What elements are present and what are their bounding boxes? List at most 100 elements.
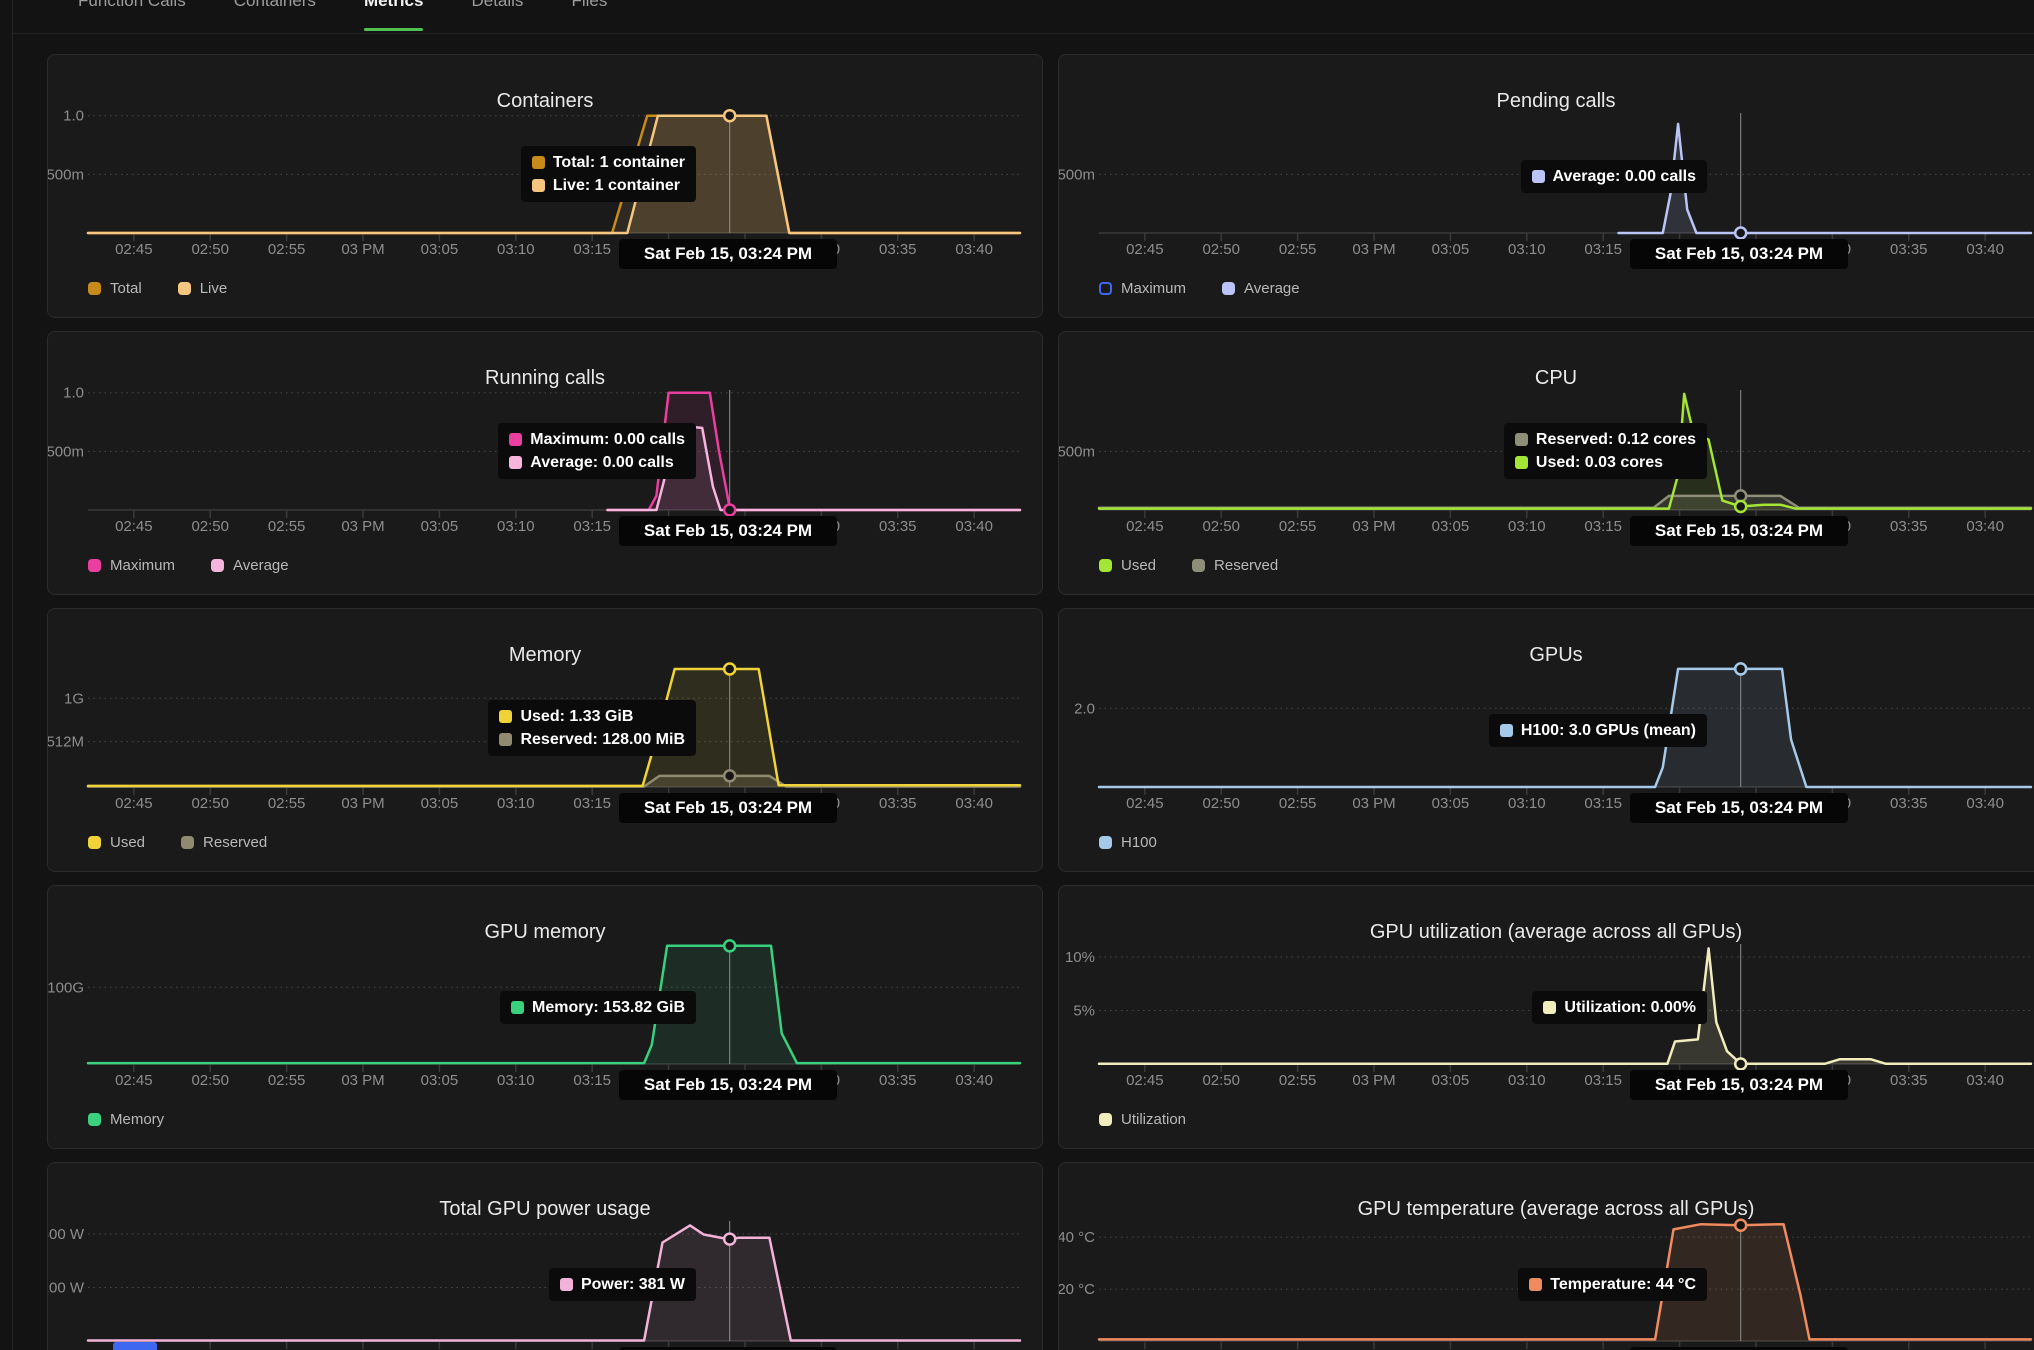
tooltip-series-swatch [1499,724,1513,737]
x-axis-tick-label: 03:05 [421,1072,459,1089]
x-axis-tick-label: 03 PM [1352,1072,1395,1089]
x-axis-tick-label: 03:40 [1966,795,2004,812]
x-axis-tick-label: 03:40 [1966,241,2004,258]
legend-item-used[interactable]: Used [88,834,145,851]
tooltip-series-value: Used: 0.03 cores [1535,453,1664,471]
tab-containers[interactable]: Containers [234,0,316,33]
chart-tooltip: Temperature: 44 °C [1518,1268,1707,1301]
chart-title: Memory [508,643,582,666]
x-axis-tick-label: 03:05 [1432,518,1470,535]
legend-item-memory[interactable]: Memory [88,1111,164,1128]
legend-label: Memory [110,1111,165,1128]
y-axis-tick-label: 1.0 [63,385,84,402]
left-pane-divider [12,0,13,1350]
tooltip-row: Total: 1 container [531,151,685,174]
x-axis-tick-label: 03:40 [955,241,993,258]
x-axis-tick-label: 03:10 [1508,795,1546,812]
tooltip-series-value: H100: 3.0 GPUs (mean) [1520,721,1696,739]
tab-details[interactable]: Details [471,0,523,33]
tab-function-calls[interactable]: Function Calls [78,0,186,33]
legend-item-average[interactable]: Average [1222,280,1300,297]
x-axis-tick-label: 03:10 [1508,241,1546,258]
tooltip-series-value: Used: 1.33 GiB [520,707,634,725]
crosshair-marker [1733,499,1748,514]
legend-item-maximum[interactable]: Maximum [1099,280,1186,297]
x-axis-tick-label: 03:10 [497,241,535,258]
date-tooltip: Sat Feb 15, 03:24 PM [619,1347,837,1350]
legend-swatch [88,1113,101,1126]
x-axis-tick-label: 03:10 [497,795,535,812]
legend-item-reserved[interactable]: Reserved [1192,557,1278,574]
x-axis-tick-label: 02:45 [115,241,153,258]
chart-tooltip: Utilization: 0.00% [1532,991,1707,1024]
tooltip-row: Reserved: 0.12 cores [1514,428,1696,451]
x-axis-tick-label: 03:35 [1890,241,1928,258]
tooltip-row: Live: 1 container [531,174,685,197]
x-axis-tick-label: 03:15 [1584,241,1622,258]
tab-label: Files [571,0,608,10]
legend-item-live[interactable]: Live [177,280,227,297]
tab-label: Metrics [363,0,424,10]
chart-title: Total GPU power usage [439,1197,651,1220]
tooltip-series-value: Maximum: 0.00 calls [530,430,685,448]
tooltip-series-swatch [531,179,545,192]
chart-legend: Used Reserved [1099,557,1278,574]
legend-item-average[interactable]: Average [211,557,289,574]
x-axis-tick-label: 03:40 [1966,518,2004,535]
date-tooltip: Sat Feb 15, 03:24 PM [1630,516,1848,546]
x-axis-tick-label: 03:10 [497,518,535,535]
legend-label: Reserved [1214,557,1279,574]
tooltip-series-value: Temperature: 44 °C [1550,1275,1696,1293]
metric-chart-card: GPU utilization (average across all GPUs… [1058,885,2034,1149]
tooltip-row: Average: 0.00 calls [509,451,685,474]
tooltip-series-swatch [1543,1001,1557,1014]
legend-item-h100[interactable]: H100 [1099,834,1157,851]
y-axis-tick-label: 2.0 [1074,700,1095,717]
tab-label: Function Calls [78,0,186,10]
legend-item-total[interactable]: Total [88,280,142,297]
chart-title: GPU memory [484,920,606,943]
legend-swatch [88,559,101,572]
x-axis-tick-label: 03:40 [955,795,993,812]
x-axis-tick-label: 03:40 [955,1072,993,1089]
legend-item-reserved[interactable]: Reserved [181,834,267,851]
chart-legend: H100 [1099,834,1157,851]
date-tooltip: Sat Feb 15, 03:24 PM [1630,1070,1848,1100]
legend-label: Total [110,280,142,297]
x-axis-tick-label: 03:05 [1432,795,1470,812]
tab-metrics[interactable]: Metrics [363,0,424,33]
legend-swatch [88,836,101,849]
chart-tooltip: Reserved: 0.12 cores Used: 0.03 cores [1503,423,1707,479]
tooltip-series-value: Average: 0.00 calls [530,453,674,471]
tab-files[interactable]: Files [571,0,607,33]
tooltip-series-value: Memory: 153.82 GiB [532,998,685,1016]
y-axis-tick-label: 200 W [48,1279,85,1296]
crosshair-marker [1733,1057,1748,1071]
tooltip-series-swatch [559,1278,573,1291]
tooltip-row: Temperature: 44 °C [1529,1273,1696,1296]
legend-item-used[interactable]: Used [1099,557,1156,574]
x-axis-tick-label: 02:45 [115,1072,153,1089]
legend-swatch [1099,282,1112,295]
crosshair-marker [1733,662,1748,676]
x-axis-tick-label: 02:55 [268,241,306,258]
tooltip-row: H100: 3.0 GPUs (mean) [1499,719,1696,742]
chart-plot-area[interactable]: 1.0 500m 02:45 02:50 02:55 03 PM 03:05 03:10 03:… [46,378,1044,538]
legend-item-utilization[interactable]: Utilization [1099,1111,1186,1128]
tooltip-series-swatch [1531,170,1545,183]
legend-item-maximum[interactable]: Maximum [88,557,175,574]
tab-label: Containers [233,0,316,10]
metric-chart-card: GPU memory 100G 02:45 02:50 02:55 03 PM 03:05… [47,885,1043,1149]
chart-legend: Maximum Average [88,557,289,574]
x-axis-tick-label: 03:15 [573,1072,611,1089]
chart-title: GPU utilization (average across all GPUs… [1369,920,1743,943]
tooltip-row: Used: 0.03 cores [1514,451,1696,474]
chart-legend: Used Reserved [88,834,267,851]
tooltip-row: Reserved: 128.00 MiB [499,728,685,751]
chart-plot-area[interactable]: 1.0 500m 02:45 02:50 02:55 03 PM 03:05 03:10 03:… [46,101,1044,261]
date-tooltip: Sat Feb 15, 03:24 PM [1630,1347,1848,1350]
legend-label: Reserved [203,834,268,851]
chart-tooltip: Total: 1 container Live: 1 container [520,146,696,202]
partial-blue-element[interactable] [113,1342,157,1350]
